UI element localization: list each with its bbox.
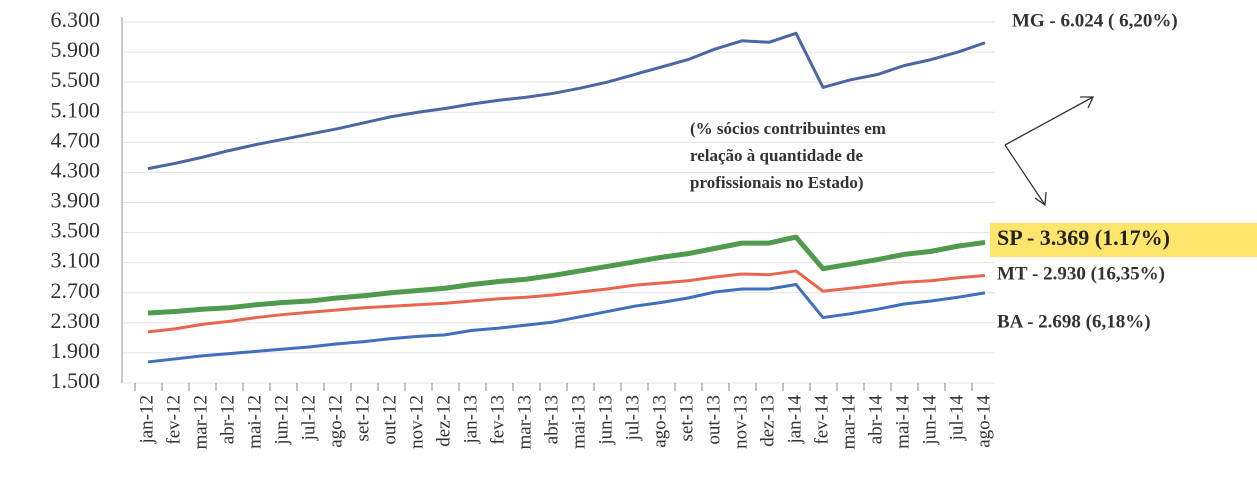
x-tick-label: set-13 bbox=[676, 395, 697, 441]
x-tick-label: jun-13 bbox=[595, 395, 616, 446]
x-tick-label: dez-12 bbox=[433, 395, 454, 447]
annotation: profissionais no Estado) bbox=[690, 173, 864, 192]
annotation: relação à quantidade de bbox=[690, 146, 863, 165]
arrow-head bbox=[1034, 191, 1047, 207]
series-line bbox=[147, 234, 986, 316]
x-tick-label: mai-14 bbox=[892, 395, 913, 449]
y-tick-label: 1.900 bbox=[51, 338, 101, 363]
arrow-head bbox=[1080, 96, 1095, 109]
x-tick-label: set-12 bbox=[352, 395, 373, 441]
y-tick-label: 5.900 bbox=[51, 37, 101, 62]
x-tick-label: mar-13 bbox=[514, 395, 535, 450]
x-tick-label: abr-14 bbox=[865, 395, 886, 445]
arrow bbox=[1004, 144, 1046, 206]
x-tick-label: ago-13 bbox=[649, 395, 670, 448]
x-tick-label: jan-13 bbox=[460, 395, 481, 445]
x-tick-label: jun-14 bbox=[919, 395, 940, 446]
x-tick-label: jan-12 bbox=[136, 395, 157, 445]
annotation: (% sócios contribuintes em bbox=[690, 119, 886, 138]
x-tick-label: fev-14 bbox=[811, 395, 832, 445]
x-tick-label: jul-14 bbox=[946, 395, 967, 442]
x-tick-label: fev-13 bbox=[487, 395, 508, 445]
y-tick-label: 5.100 bbox=[51, 97, 101, 122]
series-label: MG - 6.024 ( 6,20%) bbox=[1012, 10, 1178, 31]
x-tick-label: nov-13 bbox=[730, 395, 751, 449]
series-label: MT - 2.930 (16,35%) bbox=[997, 263, 1165, 284]
y-tick-label: 3.500 bbox=[51, 218, 101, 243]
x-tick-label: jan-14 bbox=[784, 395, 805, 445]
arrow bbox=[1004, 96, 1094, 146]
y-tick-label: 1.500 bbox=[51, 368, 101, 393]
series-line bbox=[147, 31, 986, 171]
series-line bbox=[147, 269, 986, 334]
x-tick-label: ago-14 bbox=[973, 395, 994, 448]
series-label: BA - 2.698 (6,18%) bbox=[997, 311, 1151, 332]
x-tick-label: nov-12 bbox=[406, 395, 427, 449]
x-tick-label: out-13 bbox=[703, 395, 724, 445]
y-tick-label: 4.700 bbox=[51, 127, 101, 152]
x-tick-label: mar-12 bbox=[190, 395, 211, 450]
x-tick-label: abr-13 bbox=[541, 395, 562, 444]
x-tick-label: mai-13 bbox=[568, 395, 589, 449]
x-tick-label: dez-13 bbox=[757, 395, 778, 447]
label-highlight bbox=[990, 223, 1257, 257]
y-tick-label: 2.300 bbox=[51, 308, 101, 333]
y-tick-label: 4.300 bbox=[51, 157, 101, 182]
x-tick-label: fev-12 bbox=[163, 395, 184, 445]
x-tick-label: ago-12 bbox=[325, 395, 346, 448]
x-tick-label: out-12 bbox=[379, 395, 400, 445]
series-label: SP - 3.369 (1.17%) bbox=[997, 225, 1170, 250]
x-tick-label: jul-12 bbox=[298, 395, 319, 441]
x-tick-label: jun-12 bbox=[271, 395, 292, 446]
y-tick-label: 5.500 bbox=[51, 67, 101, 92]
x-tick-label: mai-12 bbox=[244, 395, 265, 449]
x-tick-label: mar-14 bbox=[838, 395, 859, 450]
x-tick-label: abr-12 bbox=[217, 395, 238, 444]
y-tick-label: 3.100 bbox=[51, 248, 101, 273]
y-tick-label: 3.900 bbox=[51, 188, 101, 213]
y-tick-label: 6.300 bbox=[51, 7, 101, 32]
x-tick-label: jul-13 bbox=[622, 395, 643, 441]
series-line bbox=[147, 282, 986, 364]
y-tick-label: 2.700 bbox=[51, 278, 101, 303]
